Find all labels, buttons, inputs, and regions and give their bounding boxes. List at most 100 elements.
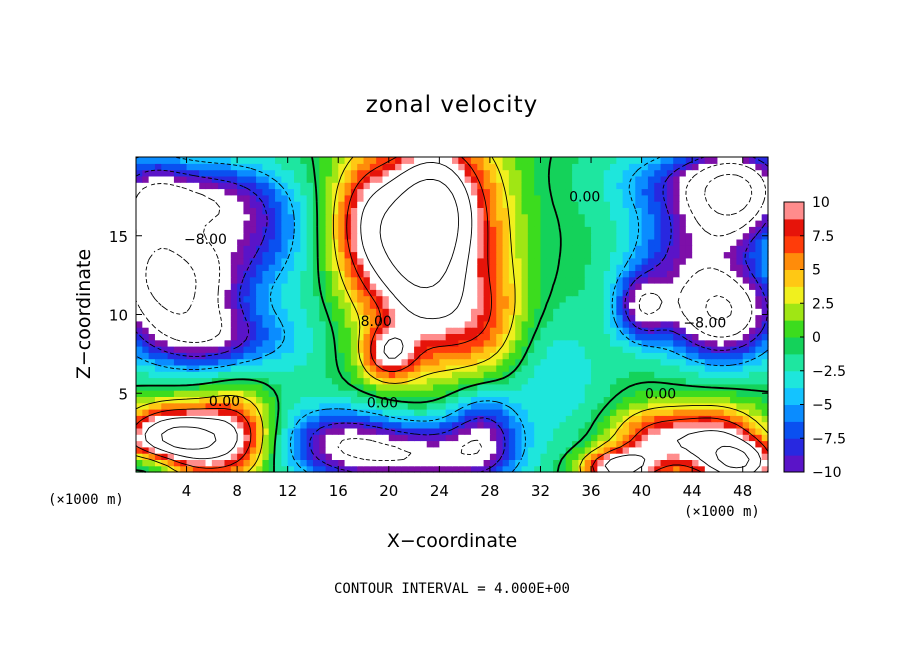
heatmap-cell [268,358,276,366]
heatmap-cell [426,314,434,322]
heatmap-cell [230,245,238,253]
heatmap-cell [704,308,712,316]
heatmap-cell [426,396,434,404]
heatmap-cell [534,364,542,372]
heatmap-cell [230,352,238,360]
heatmap-cell [502,346,510,353]
heatmap-cell [628,270,636,278]
heatmap-cell [376,264,384,271]
heatmap-cell [262,409,270,416]
heatmap-cell [281,213,289,221]
heatmap-cell [546,358,554,366]
heatmap-cell [496,383,504,391]
heatmap-cell [357,283,365,290]
heatmap-cell [730,257,737,265]
heatmap-cell [666,333,674,341]
heatmap-cell [294,295,301,303]
heatmap-cell [230,421,238,429]
heatmap-cell [407,207,415,215]
heatmap-cell [464,352,472,360]
heatmap-cell [136,276,143,284]
heatmap-cell [610,232,617,240]
heatmap-cell [407,276,415,284]
heatmap-cell [578,270,586,278]
heatmap-cell [420,188,428,196]
heatmap-cell [173,358,181,366]
heatmap-cell [553,308,561,316]
heatmap-cell [445,182,453,190]
heatmap-cell [167,358,175,366]
heatmap-cell [452,226,459,234]
heatmap-cell [673,320,681,328]
heatmap-cell [565,308,573,316]
heatmap-cell [666,157,674,164]
heatmap-cell [275,371,282,379]
heatmap-cell [237,213,245,221]
heatmap-cell [294,276,301,284]
heatmap-cell [433,308,440,316]
heatmap-cell [597,308,605,316]
heatmap-cell [369,459,377,467]
heatmap-cell [628,207,636,215]
heatmap-cell [199,169,207,177]
heatmap-cell [610,182,617,190]
heatmap-cell [534,301,542,309]
heatmap-cell [268,175,276,183]
heatmap-cell [230,465,238,473]
heatmap-cell [350,257,358,265]
heatmap-cell [275,232,282,240]
heatmap-cell [521,371,529,379]
heatmap-cell [148,289,156,297]
heatmap-cell [616,371,624,379]
heatmap-cell [306,188,314,196]
heatmap-cell [761,207,769,215]
heatmap-cell [572,427,579,435]
heatmap-cell [685,390,693,397]
heatmap-cell [736,440,744,448]
heatmap-cell [755,434,763,442]
heatmap-cell [647,333,655,341]
heatmap-cell [230,194,238,202]
heatmap-cell [502,352,510,360]
heatmap-cell [268,390,276,397]
heatmap-cell [628,346,636,353]
heatmap-cell [407,289,415,297]
heatmap-cell [382,308,390,316]
heatmap-cell [540,264,548,271]
heatmap-cell [192,446,200,454]
heatmap-cell [572,364,579,372]
heatmap-cell [294,238,301,246]
heatmap-cell [395,453,403,460]
heatmap-cell [749,446,756,454]
heatmap-cell [237,201,245,208]
heatmap-cell [736,390,744,397]
heatmap-cell [344,427,352,435]
heatmap-cell [584,377,592,385]
heatmap-cell [167,333,175,341]
heatmap-cell [761,308,769,316]
heatmap-cell [249,409,257,416]
heatmap-cell [218,390,226,397]
heatmap-cell [433,352,440,360]
heatmap-cell [388,238,396,246]
heatmap-cell [464,232,472,240]
heatmap-cell [249,390,257,397]
heatmap-cell [622,194,630,202]
heatmap-cell [319,352,327,360]
heatmap-cell [477,440,485,448]
heatmap-cell [161,440,169,448]
heatmap-cell [622,283,630,290]
heatmap-cell [559,226,567,234]
heatmap-cell [527,276,535,284]
heatmap-cell [395,434,403,442]
heatmap-cell [338,157,346,164]
heatmap-cell [433,213,440,221]
heatmap-cell [502,314,510,322]
heatmap-cell [237,257,245,265]
heatmap-cell [502,276,510,284]
heatmap-cell [496,327,504,334]
heatmap-cell [281,446,289,454]
heatmap-cell [496,434,504,442]
heatmap-cell [572,434,579,442]
heatmap-cell [433,283,440,290]
